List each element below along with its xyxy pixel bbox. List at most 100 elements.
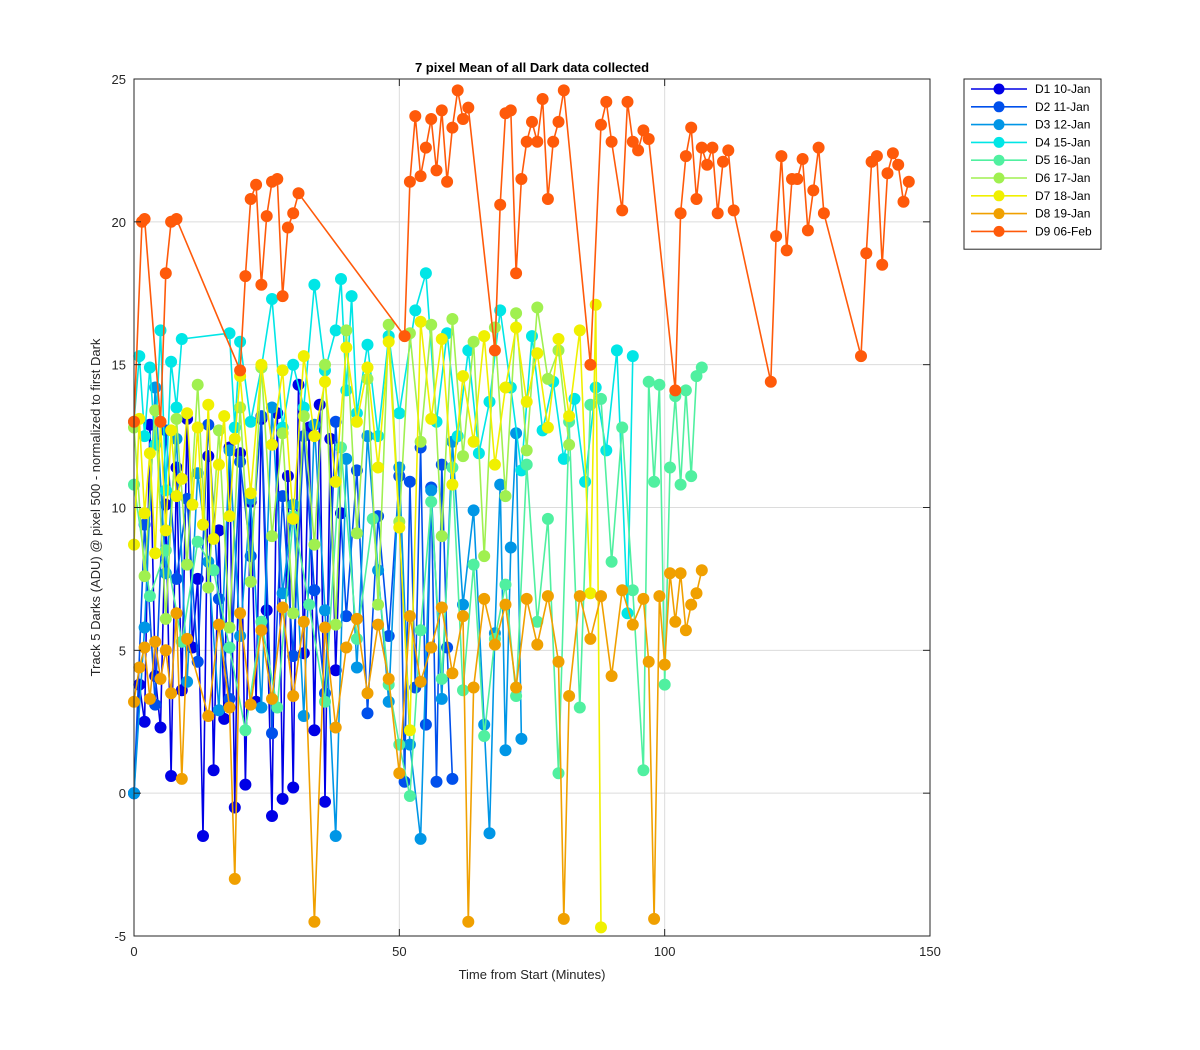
legend-label: D4 15-Jan [1035, 135, 1090, 149]
y-tick-label: -5 [114, 929, 126, 944]
data-point [308, 915, 321, 928]
data-point [520, 395, 533, 408]
legend-marker [993, 154, 1005, 166]
legend-item: D1 10-Jan [971, 82, 1090, 96]
series-7 [128, 298, 607, 934]
series-line [133, 303, 602, 928]
data-point [255, 701, 268, 714]
data-point [526, 115, 538, 128]
data-point [414, 315, 427, 328]
data-point [520, 444, 533, 457]
data-point [430, 775, 443, 788]
data-point [425, 113, 438, 125]
data-point [520, 135, 533, 148]
data-point [886, 147, 899, 160]
legend-marker [993, 172, 1005, 184]
legend-label: D1 10-Jan [1035, 82, 1090, 96]
legend-label: D9 06-Feb [1035, 224, 1092, 238]
data-point [329, 324, 342, 337]
data-point [770, 230, 783, 243]
data-point [143, 590, 156, 603]
data-point [255, 358, 268, 371]
data-point [515, 173, 528, 185]
data-point [191, 378, 204, 391]
data-point [197, 830, 209, 842]
data-point [287, 781, 300, 794]
data-point [350, 415, 363, 428]
data-point [266, 293, 278, 305]
data-point [345, 290, 358, 303]
data-point [573, 590, 586, 603]
data-point [350, 612, 363, 625]
data-point [664, 461, 676, 474]
data-point [403, 790, 416, 802]
data-point [860, 247, 873, 260]
data-point [186, 498, 199, 511]
data-point [297, 430, 310, 443]
data-point [600, 444, 613, 457]
series-3 [128, 381, 528, 845]
data-point [175, 772, 188, 785]
data-point [435, 692, 448, 705]
data-point [637, 124, 650, 137]
data-point [510, 307, 523, 320]
data-point [319, 695, 331, 708]
data-point [329, 475, 342, 488]
data-point [212, 618, 225, 631]
data-point [695, 564, 708, 577]
data-point [382, 335, 395, 348]
data-point [764, 375, 777, 388]
data-point [642, 655, 655, 668]
data-point [165, 424, 178, 437]
data-point [361, 361, 374, 374]
data-point [281, 221, 294, 234]
data-point [149, 635, 162, 648]
data-point [648, 912, 661, 925]
data-point [637, 592, 650, 605]
data-point [817, 207, 830, 220]
data-point [510, 267, 523, 280]
data-point [366, 512, 379, 525]
data-point [191, 535, 204, 548]
data-point [335, 273, 347, 285]
data-point [674, 478, 687, 491]
data-point [478, 550, 491, 563]
data-point [181, 675, 194, 688]
y-tick-label: 15 [112, 358, 126, 373]
data-point [329, 618, 342, 631]
data-point [605, 555, 618, 568]
data-point [159, 612, 172, 625]
data-point [303, 598, 316, 611]
data-point [664, 567, 676, 580]
data-point [488, 458, 501, 471]
series-9 [128, 84, 915, 428]
data-point [801, 224, 814, 237]
data-point [133, 661, 146, 674]
data-point [319, 795, 331, 808]
legend-marker [993, 119, 1005, 131]
data-point [563, 438, 576, 451]
data-point [435, 530, 448, 543]
data-point [287, 358, 300, 371]
data-point [563, 410, 576, 423]
data-point [573, 701, 586, 714]
data-point [382, 318, 395, 331]
legend-label: D6 17-Jan [1035, 171, 1090, 185]
data-point [457, 610, 469, 623]
data-point [143, 692, 156, 705]
data-point [287, 512, 300, 525]
data-point [170, 401, 183, 414]
data-point [425, 641, 438, 654]
data-point [717, 155, 729, 168]
legend-label: D2 11-Jan [1035, 100, 1089, 114]
data-point [138, 507, 151, 520]
data-point [159, 267, 172, 280]
data-point [695, 361, 708, 374]
data-point [335, 441, 347, 454]
y-tick-label: 0 [119, 786, 126, 801]
legend-item: D5 16-Jan [971, 153, 1090, 167]
data-point [722, 144, 735, 157]
data-point [626, 350, 639, 363]
data-point [403, 175, 416, 188]
